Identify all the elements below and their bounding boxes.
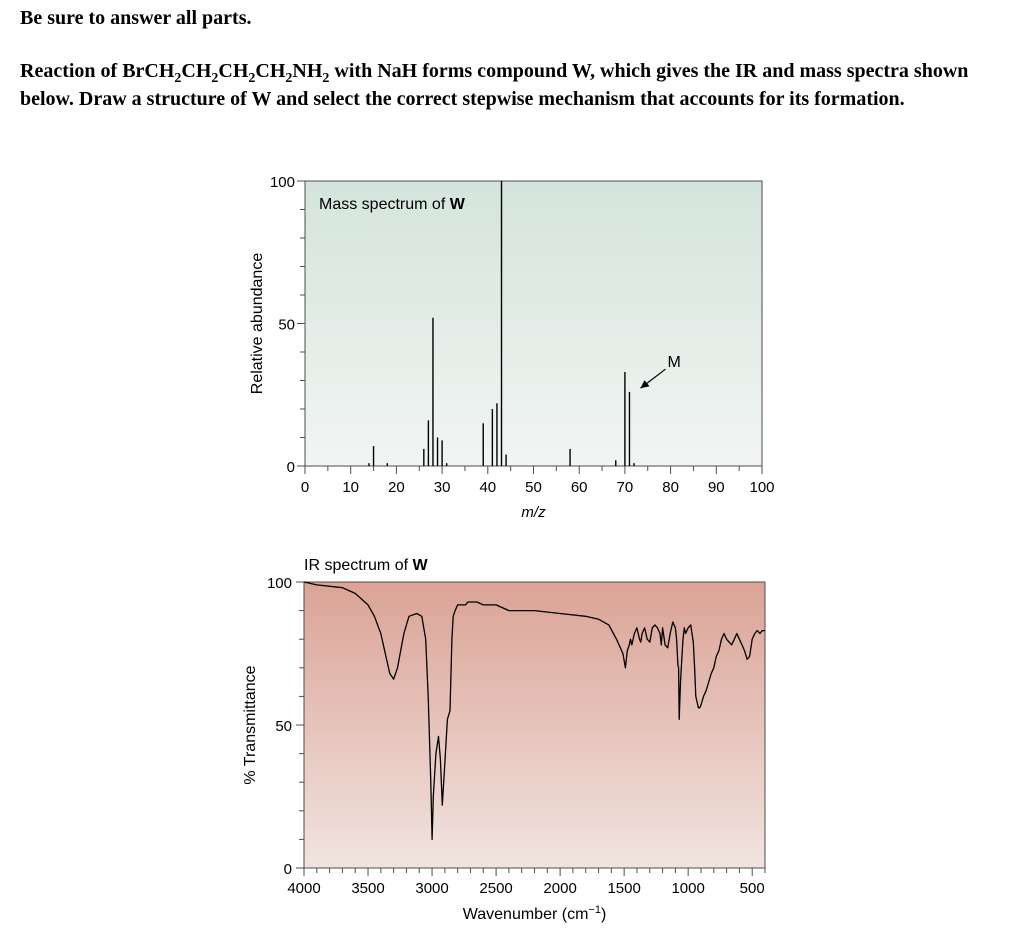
ir-plot-area: [304, 582, 765, 868]
ir-y-tick-label: 0: [284, 861, 292, 878]
question-subscript: 2: [248, 71, 256, 86]
ir-x-tick-label: 2000: [543, 880, 576, 897]
ms-y-tick-label: 50: [278, 317, 295, 334]
ms-x-tick-label: 10: [342, 479, 359, 496]
ms-x-tick-label: 20: [388, 479, 405, 496]
ir-x-tick-label: 4000: [287, 880, 320, 897]
ir-x-axis-label: Wavenumber (cm−1): [463, 904, 607, 923]
ir-x-axis-label-sup: −1: [588, 904, 601, 916]
question-fragment: CH: [218, 60, 249, 82]
ir-title: IR spectrum of W: [304, 557, 428, 574]
ms-x-tick-label: 80: [662, 479, 679, 496]
ir-y-tick-label: 50: [275, 718, 292, 735]
ms-annotation-label: M: [667, 354, 680, 371]
ms-annotation-arrowhead: [640, 380, 650, 389]
ir-x-tick-label: 1000: [671, 880, 704, 897]
question-fragment: CH: [181, 60, 212, 82]
instruction-text: Be sure to answer all parts.: [20, 7, 252, 29]
ms-y-axis-label: Relative abundance: [249, 253, 266, 395]
ms-title-text: Mass spectrum of: [319, 196, 450, 213]
ir-x-tick-label: 3500: [351, 880, 384, 897]
question-fragment: Reaction of BrCH: [20, 60, 175, 82]
question-subscript: 2: [285, 71, 293, 86]
ms-x-tick-label: 100: [749, 479, 774, 496]
ir-title-text: IR spectrum of: [304, 557, 412, 574]
ir-x-tick-label: 3000: [415, 880, 448, 897]
ms-plot-area: [305, 181, 762, 466]
ms-title: Mass spectrum of W: [319, 196, 466, 213]
ir-y-axis-label: % Transmittance: [242, 665, 259, 784]
ms-x-tick-label: 70: [617, 479, 634, 496]
question-fragment: with NaH forms compound W, which gives t…: [20, 60, 969, 110]
question-subscript: 2: [211, 71, 219, 86]
ms-title-bold: W: [450, 196, 466, 213]
ms-x-tick-label: 0: [301, 479, 309, 496]
ir-spectrum-line: [303, 581, 765, 841]
ir-x-axis-label-text: Wavenumber (cm: [463, 906, 589, 923]
ir-x-axis-label-end: ): [601, 906, 606, 923]
ms-x-tick-label: 30: [434, 479, 451, 496]
ms-y-tick-label: 0: [287, 459, 295, 476]
question-fragment: NH: [292, 60, 323, 82]
ms-x-tick-label: 50: [525, 479, 542, 496]
question-subscript: 2: [322, 71, 330, 86]
ir-y-tick-label: 100: [267, 575, 292, 592]
ir-x-tick-label: 500: [740, 880, 765, 897]
question-text: Reaction of BrCH2CH2CH2CH2NH2 with NaH f…: [20, 57, 1010, 113]
question-subscript: 2: [174, 71, 182, 86]
question-fragment: CH: [255, 60, 286, 82]
ir-x-tick-label: 1500: [607, 880, 640, 897]
ms-x-tick-label: 90: [708, 479, 725, 496]
ir-x-tick-label: 2500: [479, 880, 512, 897]
ms-x-tick-label: 60: [571, 479, 588, 496]
ir-title-bold: W: [412, 557, 428, 574]
ms-x-axis-label: m/z: [521, 504, 546, 521]
ms-y-tick-label: 100: [270, 174, 295, 191]
ms-x-tick-label: 40: [479, 479, 496, 496]
